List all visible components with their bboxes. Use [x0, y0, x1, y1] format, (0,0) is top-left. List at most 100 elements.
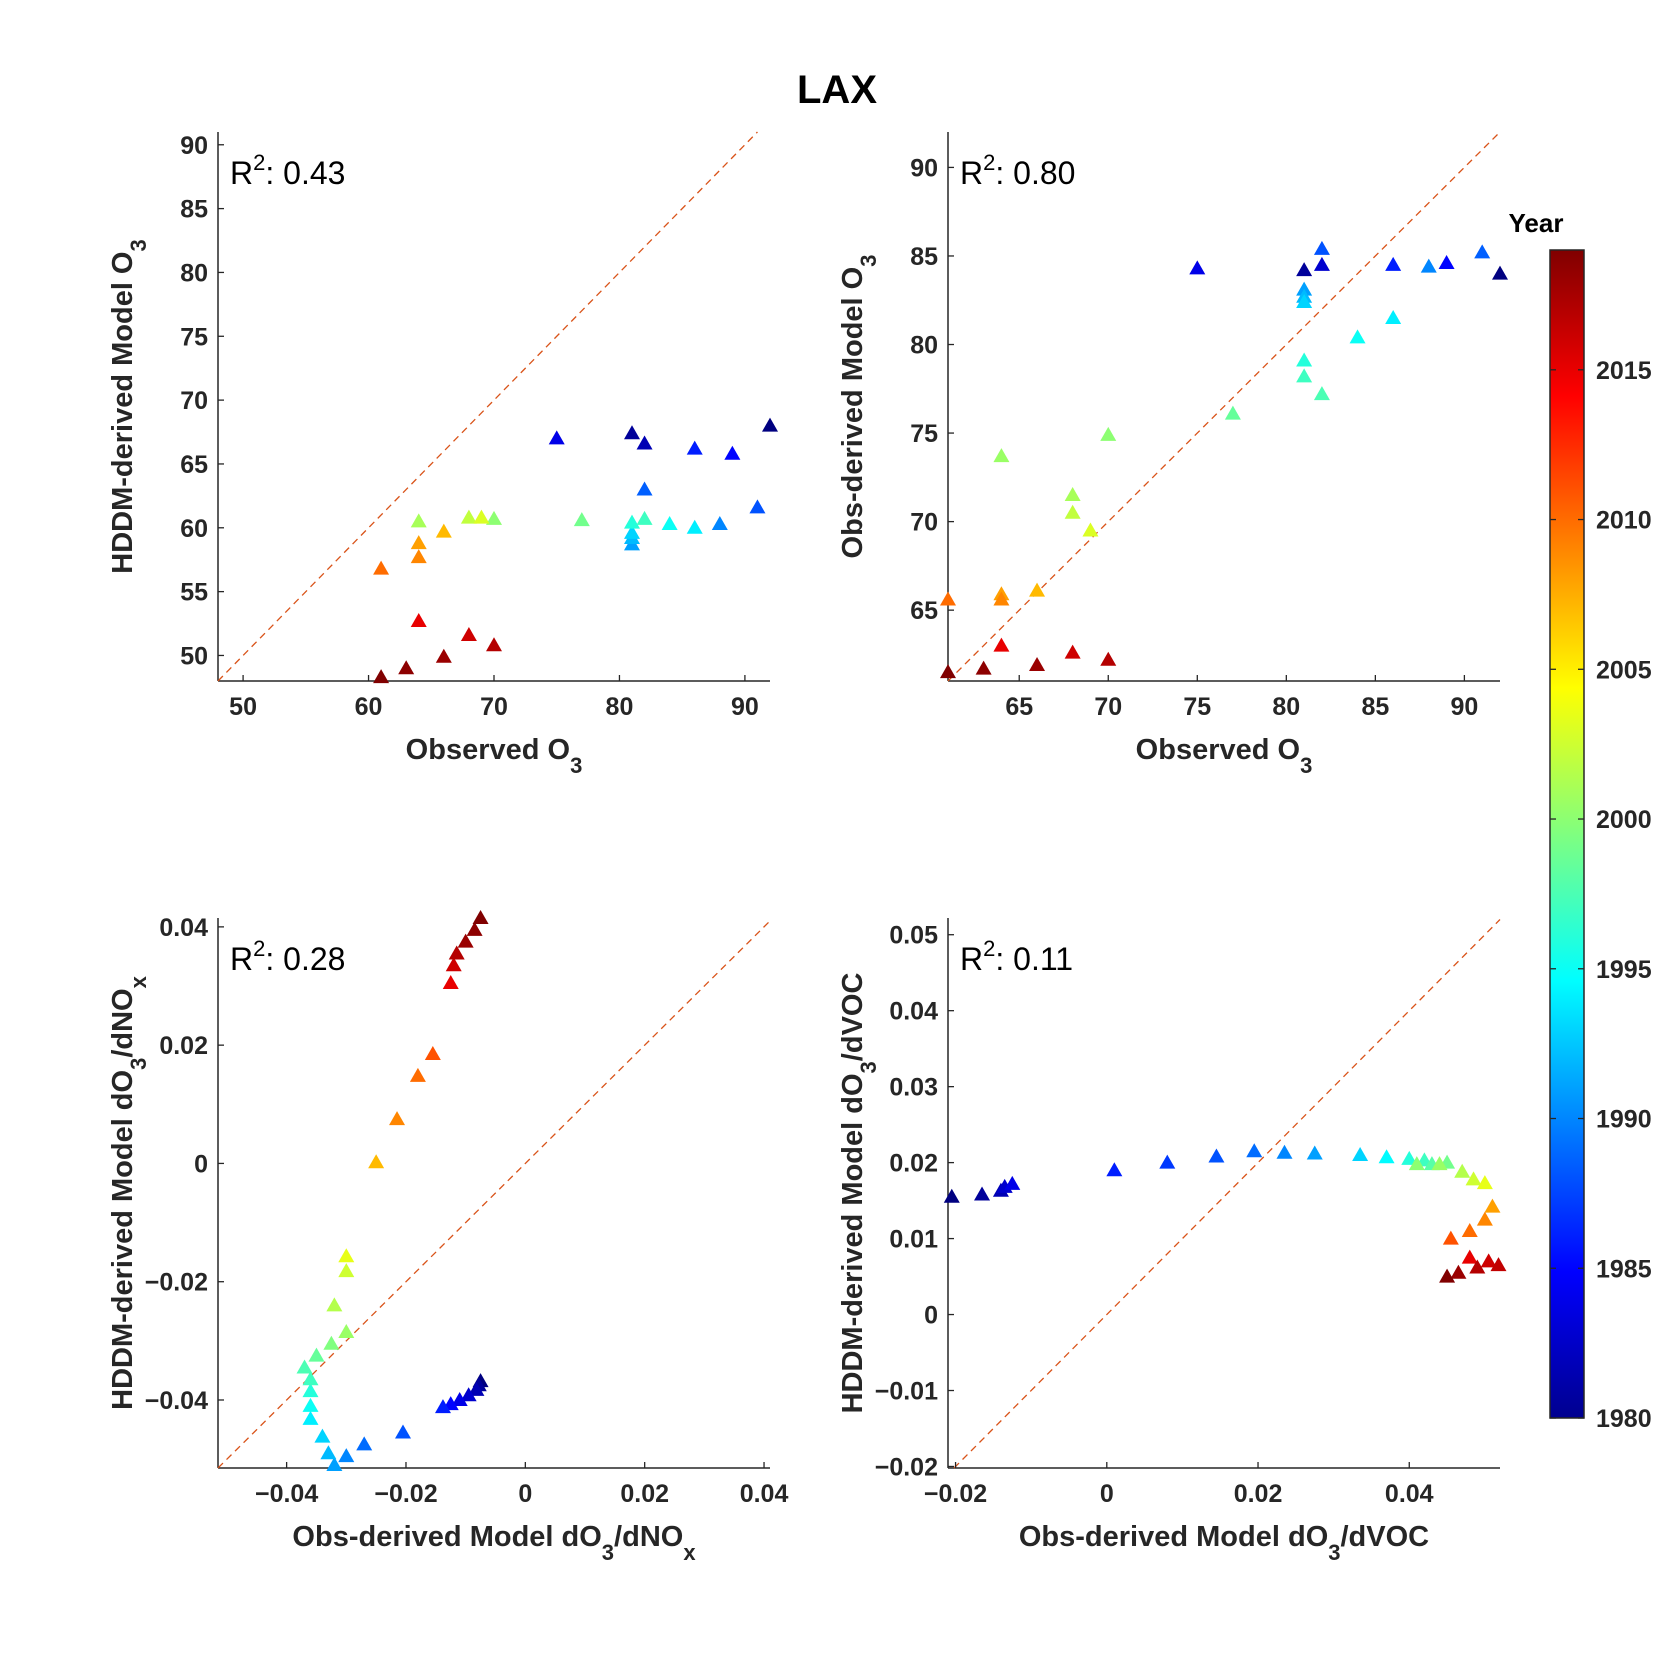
data-point	[1296, 368, 1313, 383]
r-squared-annotation: R2: 0.80	[960, 150, 1075, 191]
colorbar-tick-label: 1985	[1596, 1255, 1652, 1283]
data-point	[661, 515, 678, 530]
data-point	[1064, 504, 1081, 519]
data-point	[1349, 329, 1366, 344]
data-points	[943, 1143, 1507, 1283]
data-point	[1313, 240, 1330, 255]
r-squared-annotation: R2: 0.11	[960, 936, 1073, 977]
data-point	[338, 1323, 355, 1338]
data-point	[448, 945, 465, 960]
colorbar-tick-label: 1980	[1596, 1405, 1652, 1433]
data-point	[724, 445, 741, 460]
x-tick-label: 90	[731, 693, 759, 721]
y-tick-label: 0.05	[889, 922, 938, 950]
colorbar-tick-label: 2015	[1596, 357, 1652, 385]
data-point	[1438, 255, 1455, 270]
data-point	[1082, 522, 1099, 537]
data-point	[993, 448, 1010, 463]
data-point	[460, 509, 477, 524]
y-tick-label: 80	[180, 259, 208, 287]
x-axis-label: Observed O3	[1136, 734, 1313, 778]
data-point	[435, 523, 452, 538]
data-point	[460, 1387, 477, 1402]
data-point	[1004, 1175, 1021, 1190]
colorbar: Year 1980 1985 1990 1995 2000 2005 2010 2015	[1509, 208, 1652, 1433]
x-tick-label: 0	[1100, 1480, 1114, 1508]
data-point	[457, 933, 474, 948]
y-tick-label: 85	[910, 243, 938, 271]
data-point	[1469, 1259, 1486, 1274]
data-point	[1431, 1156, 1448, 1171]
one-to-one-line	[217, 920, 771, 1469]
data-point	[624, 524, 640, 539]
data-point	[486, 637, 502, 652]
data-point	[308, 1347, 325, 1362]
data-point	[1296, 262, 1313, 277]
data-point	[1461, 1249, 1478, 1264]
data-point	[636, 481, 653, 496]
data-point	[473, 509, 490, 524]
data-point	[398, 660, 415, 675]
x-tick-label: −0.02	[924, 1480, 987, 1508]
data-point	[326, 1297, 343, 1312]
data-point	[1296, 281, 1313, 296]
data-point	[1385, 256, 1402, 271]
data-point	[1306, 1145, 1323, 1160]
data-point	[1100, 651, 1117, 666]
data-point	[302, 1410, 319, 1425]
data-point	[435, 648, 452, 663]
data-point	[1461, 1222, 1478, 1237]
data-point	[636, 435, 653, 450]
data-point	[486, 510, 502, 525]
y-tick-label: −0.04	[145, 1387, 208, 1415]
data-point	[940, 664, 956, 679]
y-tick-label: 0.04	[159, 914, 208, 942]
data-point	[356, 1436, 373, 1451]
data-point	[472, 910, 489, 924]
y-tick-label: 0	[924, 1302, 938, 1330]
data-point	[451, 1391, 468, 1406]
panel-3: −0.04 −0.02 0 0.02 0.04 −0.04 −0.02 0 0.02 0.04 Ob…	[107, 910, 788, 1565]
data-points	[296, 910, 489, 1472]
data-point	[314, 1428, 331, 1443]
data-point	[1064, 487, 1081, 502]
panels: 50 60 70 80 90 50 55 60 65 70 75 80 85 90 Observed O3 H…	[107, 131, 1508, 1565]
data-point	[466, 921, 483, 936]
data-point	[624, 514, 640, 529]
data-point	[974, 1186, 991, 1201]
data-point	[1100, 426, 1117, 441]
data-point	[1296, 352, 1313, 367]
data-point	[975, 660, 992, 675]
x-tick-label: 60	[355, 693, 383, 721]
data-point	[1313, 256, 1330, 271]
data-point	[548, 430, 565, 445]
data-point	[302, 1371, 319, 1386]
data-point	[1276, 1144, 1293, 1159]
data-point	[1442, 1230, 1459, 1245]
data-point	[296, 1359, 313, 1374]
x-tick-label: 80	[1272, 693, 1300, 721]
data-points	[940, 240, 1508, 679]
data-point	[1476, 1211, 1493, 1226]
data-point	[711, 515, 728, 530]
data-point	[1106, 1162, 1123, 1177]
data-point	[410, 549, 427, 564]
y-tick-label: 0.02	[889, 1150, 938, 1178]
y-tick-label: 60	[180, 515, 208, 543]
data-point	[1439, 1268, 1456, 1283]
x-tick-label: 85	[1361, 693, 1389, 721]
x-tick-label: 0	[518, 1480, 532, 1508]
panel-2: 65 70 75 80 85 90 65 70 75 80 85 90 Observed O3 Obs-d…	[837, 131, 1508, 778]
data-point	[1385, 309, 1402, 324]
data-point	[993, 637, 1010, 652]
data-point	[624, 425, 640, 440]
data-point	[1246, 1143, 1263, 1158]
colorbar-gradient	[1549, 249, 1585, 1419]
data-point	[1313, 386, 1330, 401]
data-point	[410, 513, 427, 528]
data-point	[1208, 1148, 1225, 1163]
data-point	[1159, 1154, 1176, 1169]
data-point	[636, 510, 653, 525]
r-squared-annotation: R2: 0.43	[230, 150, 345, 191]
